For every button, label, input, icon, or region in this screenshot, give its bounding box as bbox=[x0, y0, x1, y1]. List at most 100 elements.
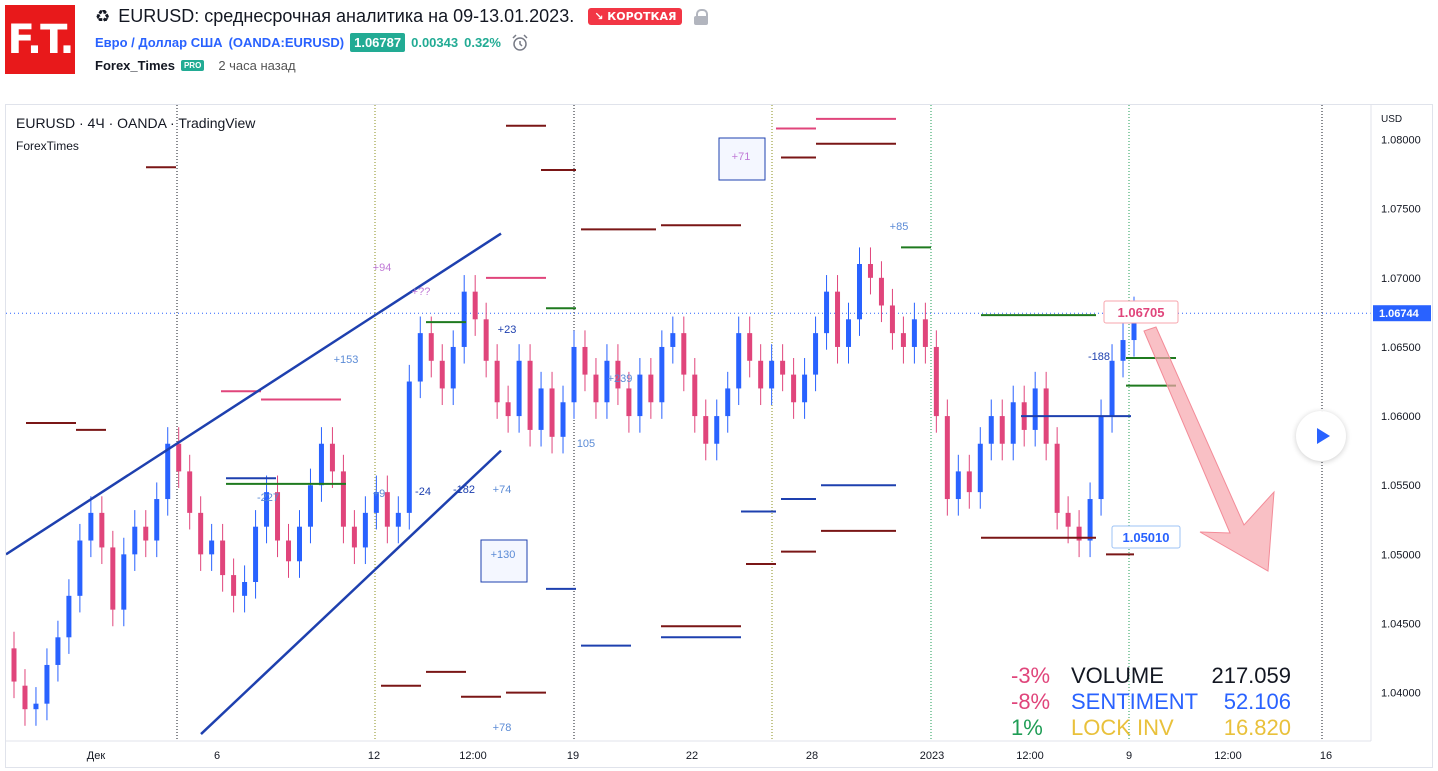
candle-body bbox=[44, 664, 50, 704]
y-tick-label: 1.07500 bbox=[1381, 204, 1421, 216]
annotation-label: +?? bbox=[412, 286, 431, 298]
candle-body bbox=[560, 402, 566, 437]
candle-body bbox=[110, 547, 116, 610]
candle-body bbox=[1098, 416, 1104, 500]
candle-body bbox=[604, 360, 610, 403]
stat-value: 217.059 bbox=[1211, 663, 1291, 688]
pro-badge: PRO bbox=[180, 60, 205, 71]
symbol-code-link[interactable]: (OANDA:EURUSD) bbox=[228, 35, 345, 50]
candle-body bbox=[637, 374, 643, 417]
x-tick-label: 12 bbox=[368, 750, 380, 762]
candle-body bbox=[66, 595, 72, 638]
x-tick-label: 2023 bbox=[920, 750, 944, 762]
annotation-label: +239 bbox=[608, 373, 633, 385]
candle-body bbox=[944, 416, 950, 500]
symbol-name-link[interactable]: Евро / Доллар США bbox=[95, 35, 223, 50]
candle-body bbox=[77, 540, 83, 596]
candle-body bbox=[549, 388, 555, 437]
candle-body bbox=[417, 333, 423, 382]
forecast-arrow bbox=[1143, 326, 1275, 572]
stats-block: -3% VOLUME 217.059 -8% SENTIMENT 52.106 … bbox=[1011, 663, 1311, 741]
x-tick-label: 6 bbox=[214, 750, 220, 762]
chart-panel[interactable]: USD 1.08000 1.07500 1.07000 1.06500 1.06000 1.… bbox=[5, 104, 1433, 768]
candle-body bbox=[659, 346, 665, 403]
annotation-label: +153 bbox=[334, 354, 359, 366]
candle-body bbox=[505, 402, 511, 417]
candle-body bbox=[988, 416, 994, 444]
idea-title: EURUSD: среднесрочная аналитика на 09-13… bbox=[118, 6, 575, 26]
y-tick-label: 1.04000 bbox=[1381, 688, 1421, 700]
candle-body bbox=[209, 540, 215, 555]
candle-body bbox=[878, 277, 884, 306]
stat-row-lockinv: 1% LOCK INV 16.820 bbox=[1011, 715, 1311, 741]
candle-body bbox=[483, 319, 489, 361]
candle-body bbox=[725, 388, 731, 417]
author-row: Forex_Times PRO 2 часа назад bbox=[95, 58, 296, 73]
price-change: 0.00343 bbox=[411, 35, 459, 50]
candle-body bbox=[626, 388, 632, 417]
play-button[interactable] bbox=[1296, 411, 1346, 461]
candle-body bbox=[329, 443, 335, 472]
recycle-icon: ♻ bbox=[95, 6, 111, 27]
annotation-label: +94 bbox=[373, 262, 392, 274]
alarm-clock-icon[interactable] bbox=[511, 33, 529, 52]
candle-body bbox=[318, 443, 324, 486]
stat-row-sentiment: -8% SENTIMENT 52.106 bbox=[1011, 689, 1311, 715]
annotation-label: +130 bbox=[491, 549, 516, 561]
x-tick-label: Дек bbox=[87, 750, 106, 762]
stat-pct: -8% bbox=[1011, 689, 1051, 714]
author-link[interactable]: Forex_Times bbox=[95, 58, 175, 73]
callout-high-label: 1.06705 bbox=[1118, 305, 1165, 320]
candle-body bbox=[351, 526, 357, 548]
candle-body bbox=[889, 305, 895, 334]
y-tick-label: 1.07000 bbox=[1381, 273, 1421, 285]
candle-body bbox=[900, 333, 906, 347]
candle-body bbox=[11, 648, 17, 682]
candle-body bbox=[384, 492, 390, 527]
x-tick-label: 28 bbox=[806, 750, 818, 762]
candle-body bbox=[955, 471, 961, 500]
trendline-upper bbox=[6, 232, 502, 556]
trendline-lower bbox=[200, 449, 502, 735]
candle-body bbox=[198, 512, 204, 555]
candle-body bbox=[813, 333, 819, 375]
candle-body bbox=[571, 346, 577, 403]
annotation-label: -24 bbox=[415, 486, 431, 498]
callout-high-box bbox=[1103, 300, 1179, 324]
candle-body bbox=[33, 703, 39, 710]
brand-logo[interactable]: F.T. bbox=[5, 5, 75, 74]
symbol-row: Евро / Доллар США (OANDA:EURUSD) 1.06787… bbox=[95, 33, 529, 52]
candle-body bbox=[615, 360, 621, 389]
annotation-label: 105 bbox=[577, 438, 595, 450]
x-tick-label: 9 bbox=[1126, 750, 1132, 762]
candle-body bbox=[1010, 402, 1016, 444]
candle-body bbox=[648, 374, 654, 403]
candle-body bbox=[538, 388, 544, 430]
candle-body bbox=[165, 443, 171, 500]
candle-body bbox=[966, 471, 972, 493]
candle-body bbox=[999, 416, 1005, 444]
y-tick-label: 1.06500 bbox=[1381, 342, 1421, 354]
stat-value: 16.820 bbox=[1223, 715, 1291, 740]
y-tick-label: 1.06000 bbox=[1381, 411, 1421, 423]
current-price-tag bbox=[1373, 305, 1431, 322]
stat-value: 52.106 bbox=[1223, 689, 1291, 714]
candle-body bbox=[824, 291, 830, 334]
candlestick-chart[interactable]: USD 1.08000 1.07500 1.07000 1.06500 1.06000 1.… bbox=[6, 105, 1433, 768]
candle-body bbox=[132, 526, 138, 555]
publish-time: 2 часа назад bbox=[218, 58, 296, 73]
candle-body bbox=[340, 471, 346, 527]
x-tick-label: 12:00 bbox=[459, 750, 487, 762]
candle-body bbox=[856, 264, 862, 320]
candle-body bbox=[769, 360, 775, 389]
annotation-label: -182 bbox=[453, 484, 475, 496]
stat-label: LOCK INV bbox=[1071, 715, 1174, 740]
candle-body bbox=[703, 416, 709, 444]
candle-body bbox=[1032, 388, 1038, 430]
candle-body bbox=[220, 540, 226, 576]
candle-body bbox=[681, 333, 687, 375]
candle-body bbox=[780, 360, 786, 375]
candle-body bbox=[1109, 360, 1115, 417]
price-pill: 1.06787 bbox=[350, 33, 406, 52]
x-tick-label: 22 bbox=[686, 750, 698, 762]
